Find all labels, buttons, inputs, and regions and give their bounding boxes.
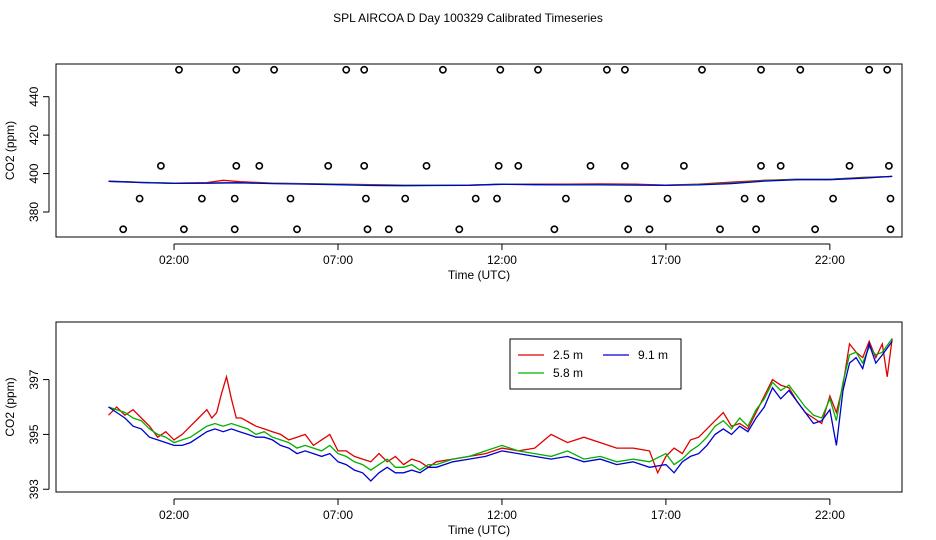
co2-timeseries-panel: 02:00 07:00 12:00 17:00 22:00 Time (UTC) 393 39… — [3, 321, 903, 537]
calibration-point — [156, 161, 165, 170]
plot-frame — [55, 63, 903, 238]
calibration-point — [342, 65, 351, 74]
calibration-point — [550, 225, 559, 234]
calibration-point — [740, 194, 749, 203]
calibrated-timeseries-panel: 02:00 07:00 12:00 17:00 22:00 Time (UTC) 380 40… — [3, 63, 903, 282]
x-tick-label: 02:00 — [159, 508, 189, 522]
x-axis-label: Time (UTC) — [448, 523, 510, 537]
calibration-point — [752, 225, 760, 234]
calibration-point — [230, 225, 239, 234]
y-tick-label: 397 — [27, 369, 41, 389]
x-tick-label: 12:00 — [487, 508, 517, 522]
x-tick-label: 07:00 — [323, 253, 353, 267]
calibration-point — [119, 225, 128, 234]
plot-frame — [55, 321, 903, 493]
calibration-point — [811, 225, 819, 234]
calibration-point — [645, 225, 654, 234]
y-tick-label: 395 — [27, 424, 41, 444]
calibration-point — [603, 65, 611, 74]
calibration-point — [471, 194, 480, 203]
series-line-9-1-m — [108, 175, 893, 187]
calibration-point — [255, 161, 264, 170]
x-tick-label: 17:00 — [651, 253, 681, 267]
calibration-point — [624, 194, 633, 203]
calibration-point — [286, 194, 295, 203]
calibration-point — [361, 194, 370, 203]
calibration-point — [232, 161, 241, 170]
calibration-point — [562, 194, 570, 203]
calibration-point — [865, 65, 874, 74]
calibration-point — [886, 194, 895, 203]
series-line-2-5-m — [108, 338, 893, 475]
calibration-point — [496, 65, 505, 74]
legend-label: 9.1 m — [638, 348, 668, 362]
calibration-point — [494, 161, 503, 170]
y-tick-label: 380 — [27, 202, 41, 222]
y-tick-label: 420 — [27, 125, 41, 145]
calibration-point — [135, 194, 144, 203]
calibration-point — [363, 225, 372, 234]
x-axis-label: Time (UTC) — [448, 268, 510, 282]
calibration-point — [698, 65, 706, 74]
calibration-point — [757, 65, 765, 74]
legend-label: 2.5 m — [553, 348, 583, 362]
calibration-point — [886, 225, 895, 234]
calibration-point — [293, 225, 301, 234]
calibration-point — [401, 194, 410, 203]
x-tick-label: 07:00 — [323, 508, 353, 522]
calibration-point — [624, 225, 633, 234]
calibration-point — [663, 194, 672, 203]
x-tick-label: 12:00 — [487, 253, 517, 267]
y-tick-label: 440 — [27, 86, 41, 106]
calibration-point — [829, 194, 837, 203]
calibration-point — [621, 161, 629, 170]
calibration-point — [197, 194, 206, 203]
figure-title: SPL AIRCOA D Day 100329 Calibrated Times… — [333, 11, 603, 25]
calibration-point — [175, 65, 183, 74]
legend-label: 5.8 m — [553, 366, 583, 380]
x-tick-label: 02:00 — [159, 253, 189, 267]
x-tick-label: 17:00 — [651, 508, 681, 522]
calibration-point — [680, 161, 688, 170]
y-tick-label: 400 — [27, 163, 41, 183]
legend: 2.5 m 5.8 m 9.1 m — [509, 338, 682, 390]
y-axis-label: CO2 (ppm) — [3, 121, 17, 180]
calibration-point — [883, 65, 892, 74]
calibration-point — [757, 161, 765, 170]
calibration-point — [534, 65, 542, 74]
calibration-point — [438, 65, 447, 74]
calibration-point — [845, 161, 854, 170]
calibration-point — [885, 161, 893, 170]
series-line-9-1-m — [108, 340, 893, 482]
y-tick-label: 393 — [27, 479, 41, 499]
calibration-point — [586, 161, 595, 170]
calibration-point — [716, 225, 724, 234]
calibration-point — [324, 161, 333, 170]
calibration-point — [270, 65, 278, 74]
calibration-point — [179, 225, 188, 234]
calibration-point — [776, 161, 785, 170]
calibration-point — [757, 194, 765, 203]
series-line-5-8-m — [108, 338, 893, 471]
y-axis-label: CO2 (ppm) — [3, 377, 17, 436]
x-tick-label: 22:00 — [815, 253, 845, 267]
calibration-point — [422, 161, 431, 170]
calibration-point — [360, 161, 369, 170]
legend-box — [509, 338, 682, 390]
calibration-point — [796, 65, 805, 74]
x-tick-label: 22:00 — [815, 508, 845, 522]
calibration-point — [230, 194, 239, 203]
calibration-point — [621, 65, 629, 74]
calibration-point — [232, 65, 241, 74]
calibration-point — [514, 161, 523, 170]
calibration-point — [455, 225, 464, 234]
calibration-point — [493, 194, 501, 203]
calibration-point — [384, 225, 393, 234]
calibration-point — [360, 65, 369, 74]
